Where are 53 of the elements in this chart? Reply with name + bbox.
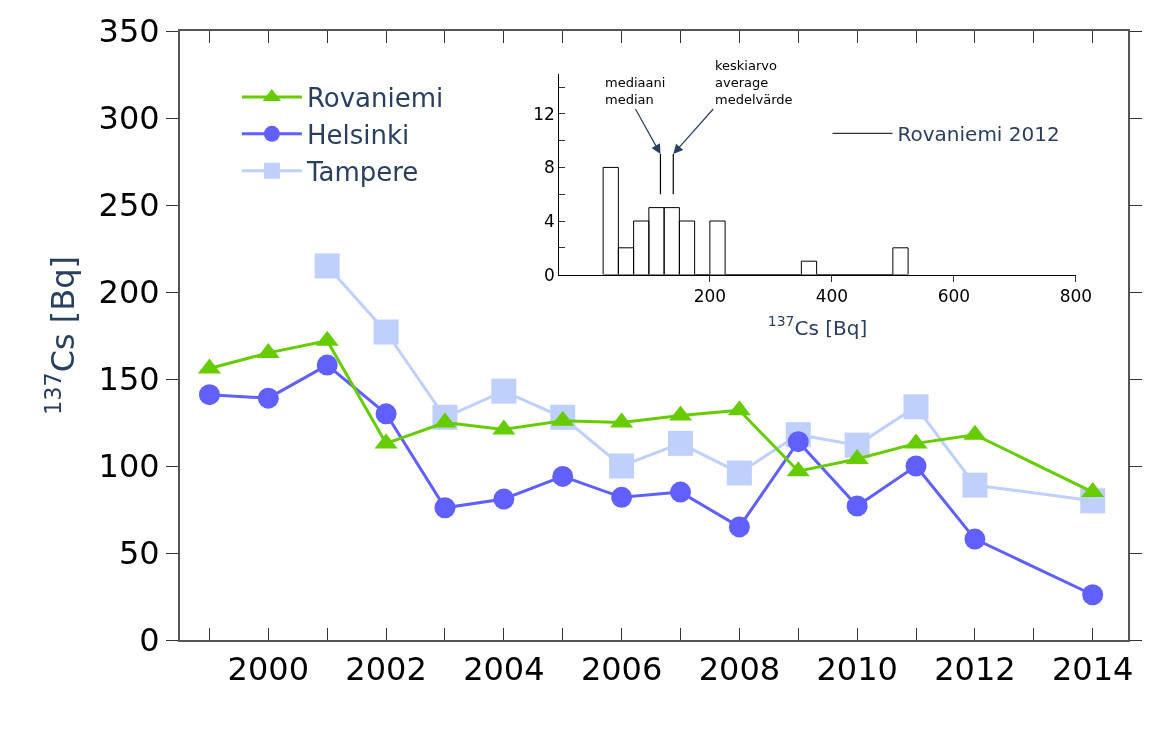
ref-line-label: keskiarvo average medelvärde bbox=[715, 58, 793, 107]
legend-label: Tampere bbox=[305, 156, 419, 187]
point bbox=[846, 495, 868, 517]
point bbox=[257, 387, 279, 409]
x-tick-label: 2010 bbox=[816, 650, 898, 689]
point bbox=[668, 430, 693, 456]
y-tick-label: 12 bbox=[533, 103, 555, 124]
point bbox=[552, 465, 574, 487]
x-tick-label: 2006 bbox=[580, 650, 663, 689]
point bbox=[314, 253, 340, 279]
y-tick-label: 0 bbox=[543, 264, 555, 285]
x-tick-label: 600 bbox=[937, 286, 971, 306]
y-tick-label: 250 bbox=[98, 186, 160, 225]
x-axis-title: $^{137}$Cs [Bq] bbox=[767, 313, 868, 340]
point bbox=[493, 488, 515, 510]
point bbox=[375, 403, 397, 425]
point bbox=[905, 455, 927, 477]
point bbox=[728, 516, 750, 538]
point bbox=[611, 486, 633, 508]
ref-line-label: mediaani median bbox=[605, 75, 666, 107]
point bbox=[903, 394, 929, 420]
x-tick-label: 800 bbox=[1059, 286, 1093, 306]
y-tick-label: 50 bbox=[118, 534, 160, 573]
point bbox=[670, 481, 691, 503]
point bbox=[787, 431, 809, 453]
x-tick-label: 2014 bbox=[1051, 650, 1134, 689]
point bbox=[964, 528, 986, 550]
y-tick-label: 0 bbox=[139, 621, 160, 660]
y-tick-label: 4 bbox=[543, 210, 555, 231]
y-tick-label: 100 bbox=[98, 447, 160, 486]
point bbox=[962, 472, 988, 498]
x-tick-label: 200 bbox=[693, 286, 727, 306]
point bbox=[434, 497, 456, 519]
x-tick-label: 2008 bbox=[698, 650, 781, 689]
point bbox=[316, 354, 338, 376]
point bbox=[198, 384, 220, 406]
point bbox=[726, 460, 752, 486]
x-tick-label: 2002 bbox=[345, 650, 427, 689]
y-tick-label: 8 bbox=[543, 157, 555, 178]
point bbox=[1082, 584, 1104, 606]
point bbox=[609, 453, 635, 479]
x-tick-label: 2004 bbox=[463, 650, 545, 689]
point bbox=[373, 319, 399, 345]
legend-label: Helsinki bbox=[306, 119, 410, 150]
x-tick-label: 400 bbox=[815, 286, 849, 306]
y-tick-label: 150 bbox=[98, 360, 160, 399]
x-tick-label: 2000 bbox=[227, 650, 310, 689]
y-tick-label: 350 bbox=[98, 12, 160, 51]
x-tick-label: 2012 bbox=[934, 650, 1016, 689]
y-tick-label: 300 bbox=[98, 99, 160, 138]
point bbox=[491, 378, 517, 404]
legend-label: Rovaniemi bbox=[306, 83, 444, 114]
legend-label: Rovaniemi 2012 bbox=[897, 122, 1060, 147]
